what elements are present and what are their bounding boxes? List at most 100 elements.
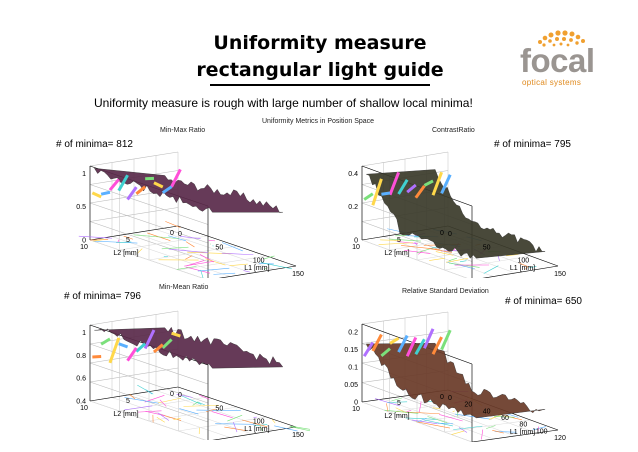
floor-contour xyxy=(116,241,132,243)
l1-axis-label: L1 [mm] xyxy=(510,429,535,436)
floor-contour xyxy=(221,242,243,252)
floor-contour xyxy=(387,401,408,403)
floor-contour xyxy=(525,266,529,270)
l2-axis-label: L2 [mm] xyxy=(113,250,138,257)
surface-edge-band xyxy=(171,331,181,338)
surface-edge-band xyxy=(170,168,182,188)
grid-line xyxy=(89,239,204,278)
l1-tick-label: 50 xyxy=(215,244,223,251)
floor-contour xyxy=(483,265,499,274)
floor-contour xyxy=(272,419,276,424)
surface-edge-band xyxy=(388,171,401,196)
z-tick-label: 0.1 xyxy=(348,364,358,371)
surface-edge-band xyxy=(118,342,129,349)
floor-contour xyxy=(145,411,165,416)
grid-line xyxy=(89,310,179,326)
floor-contour xyxy=(199,394,210,400)
grid-line xyxy=(404,395,516,437)
floor-contour xyxy=(259,425,264,432)
grid-line xyxy=(444,255,531,271)
floor-contour xyxy=(419,401,422,413)
plot-title-2: ContrastRatio xyxy=(432,127,475,134)
floor-contour xyxy=(432,407,441,410)
z-tick-label: 1 xyxy=(82,330,86,337)
floor-contour xyxy=(159,399,167,407)
floor-contour xyxy=(389,238,421,242)
floor-contour xyxy=(486,425,496,429)
l2-tick-label: 0 xyxy=(440,230,444,237)
l1-tick-label: 50 xyxy=(215,405,223,412)
floor-contour xyxy=(137,384,154,395)
floor-contour xyxy=(506,254,519,257)
floor-contour xyxy=(168,248,209,254)
plot-title-1: Min-Max Ratio xyxy=(160,127,206,134)
l1-tick-label: 40 xyxy=(483,408,491,415)
floor-contour xyxy=(123,235,134,240)
surface-edge-band xyxy=(431,336,443,355)
floor-contour xyxy=(129,394,136,400)
l2-tick-label: 10 xyxy=(352,244,360,251)
minima-count-2: # of minima= 795 xyxy=(494,139,571,150)
floor-contour xyxy=(157,397,182,404)
l2-tick-label: 5 xyxy=(126,398,130,405)
floor-contour xyxy=(401,245,440,250)
l1-tick-label: 150 xyxy=(292,432,304,439)
l1-tick-label: 80 xyxy=(519,422,527,429)
surface-edge-band xyxy=(440,329,452,351)
surface-edge-band xyxy=(423,179,434,187)
floor-contour xyxy=(224,426,247,431)
l2-tick-label: 5 xyxy=(397,237,401,244)
floor-contour xyxy=(215,423,255,425)
surface-edge-band xyxy=(363,192,374,201)
floor-contour xyxy=(161,246,189,250)
floor-contour xyxy=(519,262,528,267)
slide-title: Uniformity measure rectangular light gui… xyxy=(120,30,520,86)
l1-tick-label: 100 xyxy=(517,258,529,265)
floor-contour xyxy=(124,405,153,411)
floor-contour xyxy=(481,429,484,440)
l1-tick-label: 0 xyxy=(178,392,182,399)
surface-edge-band xyxy=(414,184,426,199)
l2-tick-label: 10 xyxy=(80,244,88,251)
grid-line xyxy=(133,393,253,435)
logo-tagline: optical systems xyxy=(522,78,582,87)
surface-edge-band xyxy=(371,333,383,352)
title-underline xyxy=(210,84,430,86)
surface-edge-band xyxy=(405,336,418,357)
surface-edge-band xyxy=(397,179,409,195)
floor-contour xyxy=(185,255,193,260)
floor-contour xyxy=(208,239,216,242)
floor-contour xyxy=(448,257,458,261)
l2-tick-label: 10 xyxy=(80,405,88,412)
floor-contour xyxy=(221,252,254,256)
floor-contour xyxy=(406,409,412,413)
floor-contour xyxy=(227,414,243,422)
l2-axis-label: L2 [mm] xyxy=(384,413,409,420)
dot-sphere-icon xyxy=(538,30,585,47)
floor-contour xyxy=(378,242,414,245)
plot-contrast-ratio: 0 0.2 0.4 0 50 100 150 0 5 10 L1 [mm] L2 [mm] xyxy=(348,151,566,278)
floor-contour xyxy=(411,419,438,425)
surface-edge-band xyxy=(143,329,156,350)
floor-contour xyxy=(133,234,180,239)
floor-contour xyxy=(253,416,257,418)
surface-mesh xyxy=(94,326,284,369)
floor-contour xyxy=(263,267,267,270)
floor-contour xyxy=(405,417,437,420)
grid-line xyxy=(178,255,267,271)
surface-edge-band xyxy=(126,347,138,362)
surface-edge-band xyxy=(152,343,164,354)
floor-contour xyxy=(423,419,453,427)
surface-mesh xyxy=(366,169,546,259)
l2-tick-label: 0 xyxy=(440,394,444,401)
surface-edge-band xyxy=(362,341,375,358)
floor-contour xyxy=(528,266,537,269)
floor-contour xyxy=(439,414,463,422)
floor-contour xyxy=(290,425,310,430)
floor-contour xyxy=(451,430,465,435)
surface-edge-band xyxy=(414,338,426,355)
floor-contour xyxy=(404,250,431,254)
surface-mesh xyxy=(365,342,546,419)
axis-l1 xyxy=(177,225,297,267)
